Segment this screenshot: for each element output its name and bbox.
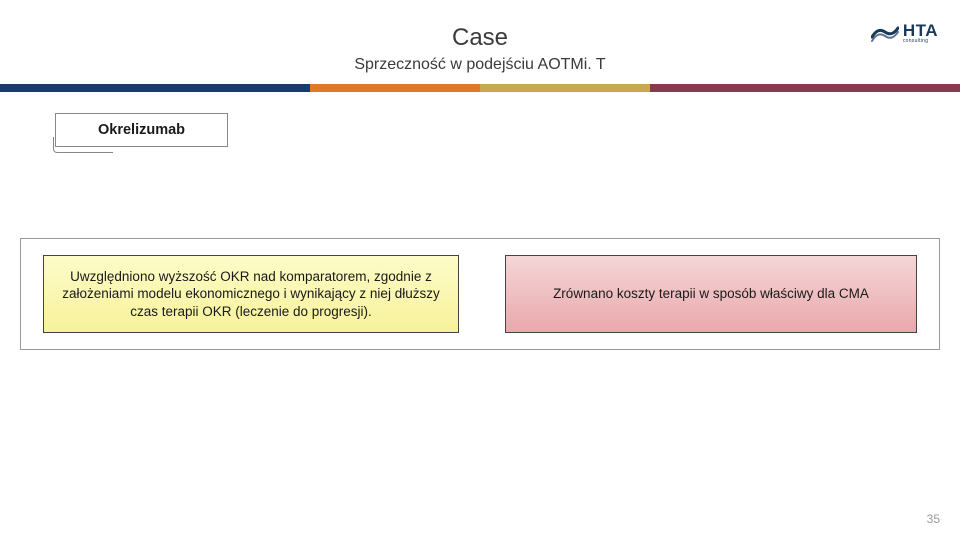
brand-logo: HTA consulting (871, 22, 938, 44)
page-number: 35 (927, 512, 940, 526)
card-okr-superiority: Uwzględniono wyższość OKR nad komparator… (43, 255, 459, 333)
hta-logo-icon (871, 23, 899, 43)
card-cma-costs: Zrównano koszty terapii w sposób właściw… (505, 255, 917, 333)
card-right-text: Zrównano koszty terapii w sposób właściw… (553, 285, 869, 302)
comparison-frame: Uwzględniono wyższość OKR nad komparator… (20, 238, 940, 350)
divider-rule (0, 84, 960, 92)
slide-subtitle: Sprzeczność w podejściu AOTMi. T (0, 56, 960, 74)
drug-tag: Okrelizumab (55, 113, 228, 147)
card-left-text: Uwzględniono wyższość OKR nad komparator… (56, 268, 446, 320)
slide-title: Case (0, 24, 960, 52)
logo-text-main: HTA (903, 22, 938, 39)
drug-tag-label: Okrelizumab (55, 113, 228, 147)
logo-text-sub: consulting (903, 39, 929, 44)
slide-header: Case Sprzeczność w podejściu AOTMi. T HT… (0, 0, 960, 92)
